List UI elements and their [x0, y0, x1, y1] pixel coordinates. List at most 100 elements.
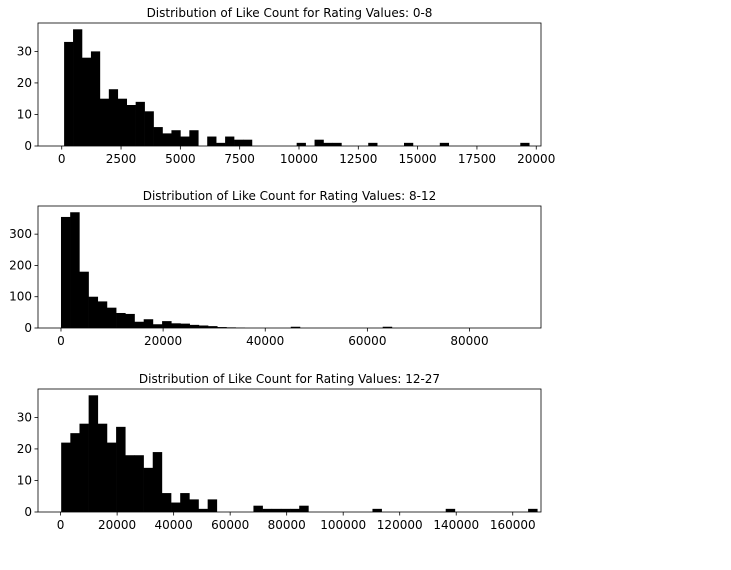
histogram-bar	[60, 216, 71, 328]
histogram-bar	[242, 139, 253, 146]
histogram-bar	[225, 136, 235, 146]
histogram-bar	[189, 324, 200, 328]
histogram-bar	[70, 433, 80, 512]
histogram-rating-0-8: Distribution of Like Count for Rating Va…	[17, 6, 556, 166]
histogram-bar	[198, 325, 209, 328]
histogram-bar	[171, 130, 181, 146]
histogram-bar	[97, 423, 108, 512]
histogram-bar	[97, 301, 108, 328]
axes-frame	[37, 388, 542, 513]
x-tick-label: 60000	[211, 518, 249, 532]
y-tick-label: 30	[17, 44, 32, 58]
histogram-bar	[189, 130, 199, 146]
y-tick-label: 300	[9, 227, 32, 241]
histogram-bar	[234, 139, 244, 146]
histogram-bar	[404, 142, 414, 146]
histogram-bar	[290, 326, 301, 328]
histogram-bar	[88, 296, 99, 328]
x-tick-label: 2500	[106, 152, 137, 166]
histogram-bar	[198, 508, 208, 512]
x-tick-label: 160000	[490, 518, 536, 532]
histogram-bar	[314, 139, 324, 146]
histogram-bar	[161, 493, 172, 512]
histogram-bar	[162, 133, 172, 146]
y-tick-label: 0	[24, 139, 32, 153]
histogram-bar	[153, 127, 163, 146]
x-tick-label: 17500	[458, 152, 496, 166]
histogram-bar	[162, 321, 172, 328]
histogram-bar	[271, 508, 282, 512]
x-tick-label: 0	[58, 152, 66, 166]
histogram-bar	[134, 321, 145, 328]
x-tick-label: 12500	[339, 152, 377, 166]
histogram-bar	[171, 502, 181, 512]
histogram-rating-8-12: Distribution of Like Count for Rating Va…	[9, 189, 542, 348]
y-tick-label: 10	[17, 473, 32, 487]
y-tick-label: 30	[17, 410, 32, 424]
y-tick-label: 10	[17, 107, 32, 121]
x-tick-label: 0	[57, 334, 65, 348]
x-tick-label: 0	[57, 518, 65, 532]
histogram-bar	[262, 508, 273, 512]
histogram-bar	[189, 499, 199, 512]
y-tick-label: 20	[17, 442, 32, 456]
histogram-bar	[180, 136, 190, 146]
x-tick-label: 20000	[144, 334, 182, 348]
histogram-bar	[332, 142, 342, 146]
histogram-bar	[372, 508, 382, 512]
y-tick-label: 20	[17, 76, 32, 90]
chart-title: Distribution of Like Count for Rating Va…	[147, 6, 433, 20]
histogram-bar	[171, 323, 181, 328]
y-tick-label: 0	[24, 321, 32, 335]
histogram-bar	[180, 323, 190, 328]
histogram-bar	[323, 142, 333, 146]
histogram-bar	[439, 142, 450, 146]
x-tick-label: 15000	[399, 152, 437, 166]
histogram-bar	[106, 307, 117, 328]
histogram-bar	[81, 57, 92, 146]
histogram-bar	[520, 142, 530, 146]
histogram-bar	[207, 136, 217, 146]
histogram-bar	[73, 29, 83, 146]
histogram-bar	[79, 423, 89, 512]
histogram-bar	[126, 105, 136, 146]
histogram-bar	[144, 111, 154, 146]
y-tick-label: 0	[24, 505, 32, 519]
histogram-bar	[61, 442, 71, 512]
histogram-bar	[64, 41, 74, 146]
histogram-bar	[143, 467, 154, 512]
histogram-bar	[290, 508, 300, 512]
axes-frame	[37, 205, 542, 329]
y-tick-label: 200	[9, 258, 32, 272]
histogram-bar	[90, 51, 101, 147]
histogram-bar	[135, 101, 145, 146]
histogram-bar	[296, 142, 306, 146]
histogram-bar	[208, 326, 218, 328]
histogram-bar	[134, 455, 144, 512]
histogram-bar	[125, 455, 135, 512]
histogram-bar	[368, 142, 378, 146]
histogram-bar	[125, 313, 135, 328]
chart-title: Distribution of Like Count for Rating Va…	[143, 189, 437, 203]
x-tick-label: 7500	[224, 152, 255, 166]
x-tick-label: 140000	[433, 518, 479, 532]
histogram-bar	[528, 508, 538, 512]
histogram-bar	[116, 312, 126, 328]
x-tick-label: 40000	[246, 334, 284, 348]
histogram-bar	[217, 327, 227, 328]
histogram-bar	[116, 426, 126, 512]
histogram-bar	[152, 324, 163, 328]
histogram-bar	[180, 493, 190, 512]
histogram-bar	[253, 505, 263, 512]
y-tick-label: 100	[9, 290, 32, 304]
histogram-bar	[382, 326, 393, 328]
histogram-bar	[106, 442, 117, 512]
x-tick-label: 80000	[450, 334, 488, 348]
x-tick-label: 20000	[517, 152, 555, 166]
histogram-bar	[79, 271, 89, 328]
histogram-bar	[143, 319, 154, 328]
x-tick-label: 120000	[377, 518, 423, 532]
histogram-bar	[117, 98, 128, 146]
histogram-bar	[280, 508, 291, 512]
